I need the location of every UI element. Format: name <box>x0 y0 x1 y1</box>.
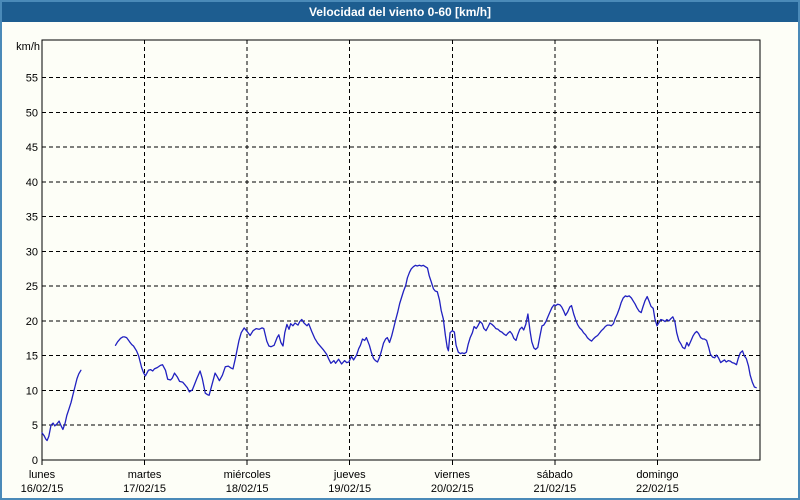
y-tick-label: 5 <box>32 420 38 432</box>
y-tick-label: 0 <box>32 455 38 467</box>
x-day-name: martes <box>128 469 162 481</box>
x-day-date: 19/02/15 <box>328 483 371 495</box>
x-day-name: lunes <box>29 469 56 481</box>
x-day-date: 18/02/15 <box>226 483 269 495</box>
y-tick-label: 30 <box>26 246 38 258</box>
plot-border <box>41 39 761 461</box>
x-day-name: domingo <box>636 469 678 481</box>
x-day-date: 17/02/15 <box>123 483 166 495</box>
x-day-date: 20/02/15 <box>431 483 474 495</box>
y-tick-label: 40 <box>26 177 38 189</box>
x-day-name: miércoles <box>224 469 272 481</box>
y-tick-label: 25 <box>26 281 38 293</box>
wind-speed-line <box>114 264 757 396</box>
x-day-date: 22/02/15 <box>636 483 679 495</box>
y-tick-label: 45 <box>26 142 38 154</box>
y-tick-label: 50 <box>26 107 38 119</box>
chart-title: Velocidad del viento 0-60 [km/h] <box>308 5 492 19</box>
title-bar: Velocidad del viento 0-60 [km/h] <box>2 2 798 22</box>
x-day-name: sábado <box>537 469 573 481</box>
y-tick-label: 55 <box>26 73 38 85</box>
chart-area: 0 5 10 15 20 25 30 35 40 45 50 55 lunes 16/02/15 marte… <box>2 22 798 498</box>
y-tick-label: 35 <box>26 212 38 224</box>
y-tick-label: 10 <box>26 385 38 397</box>
y-tick-label: 15 <box>26 351 38 363</box>
wind-speed-chart: 0 5 10 15 20 25 30 35 40 45 50 55 lunes 16/02/15 marte… <box>16 39 761 495</box>
y-axis-unit-label: km/h <box>16 41 40 53</box>
x-day-date: 16/02/15 <box>21 483 64 495</box>
wind-speed-line <box>41 369 82 442</box>
x-day-name: viernes <box>435 469 471 481</box>
y-tick-label: 20 <box>26 316 38 328</box>
x-day-name: jueves <box>333 469 366 481</box>
x-day-date: 21/02/15 <box>533 483 576 495</box>
